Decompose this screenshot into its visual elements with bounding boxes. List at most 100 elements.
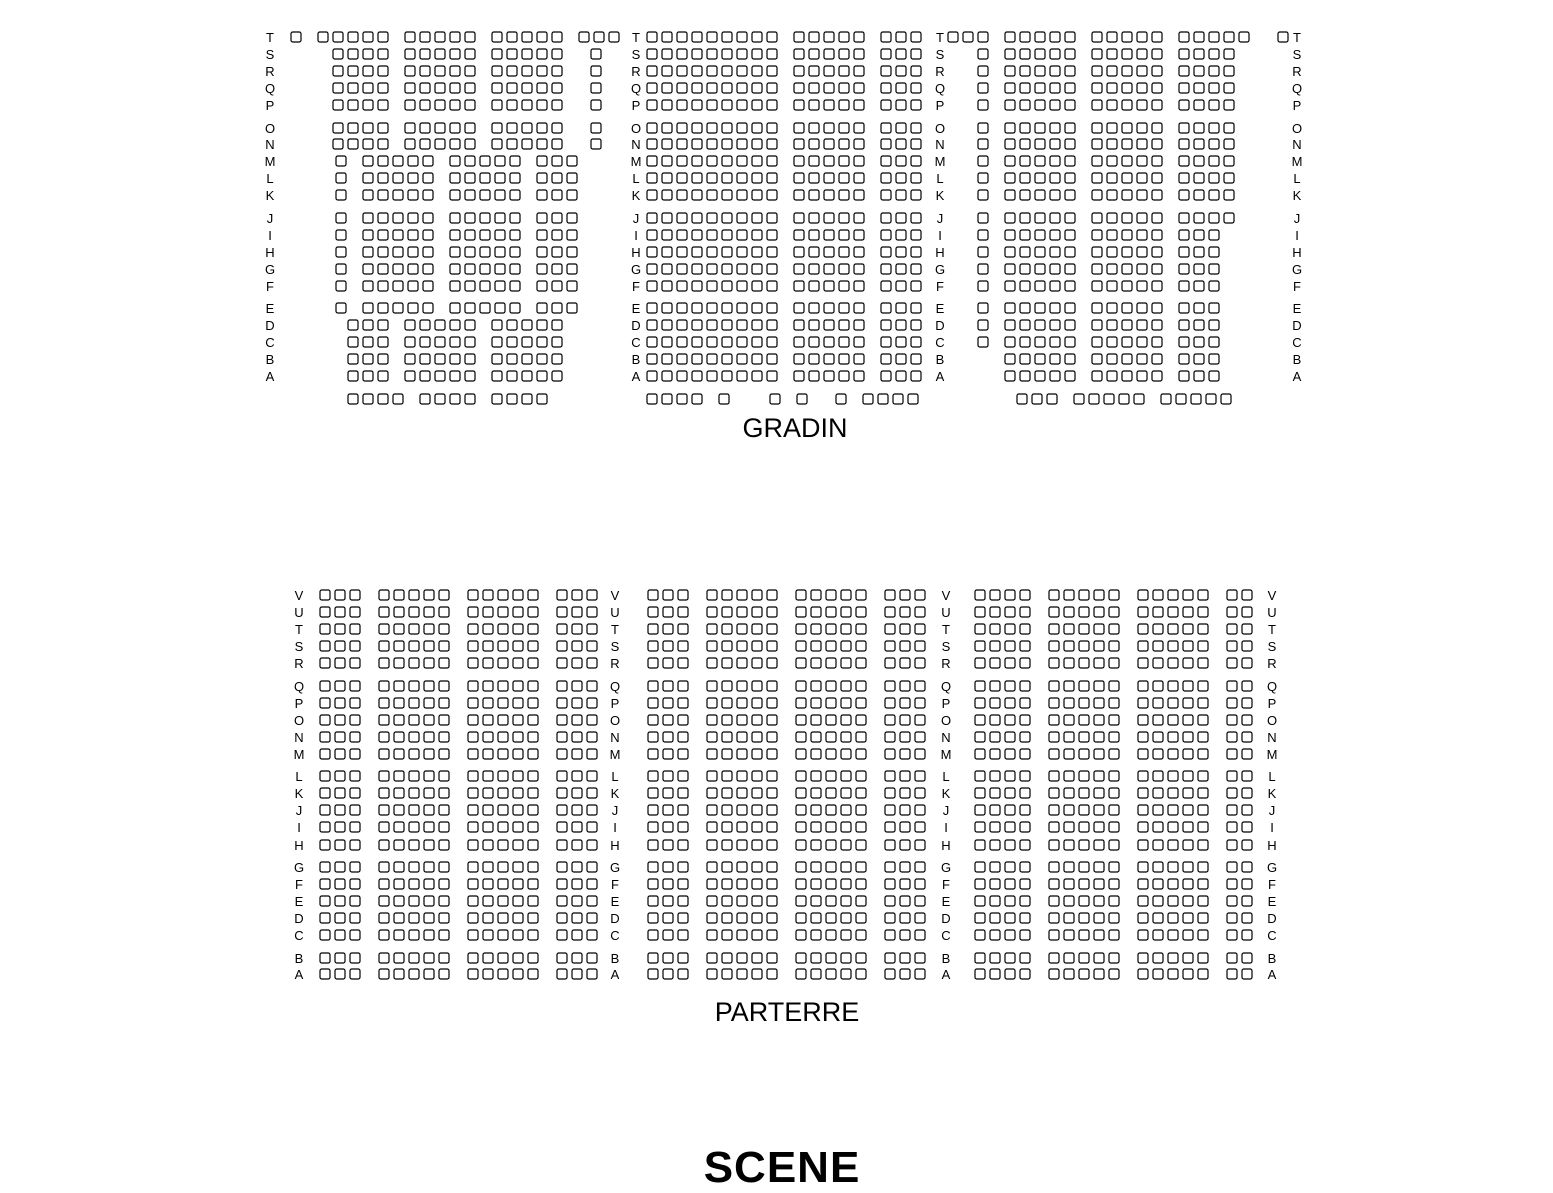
seat[interactable] [1078,821,1090,833]
seat[interactable] [838,353,850,365]
seat[interactable] [521,31,533,43]
seat[interactable] [1004,370,1016,382]
seat[interactable] [419,65,431,77]
seat[interactable] [766,336,778,348]
seat[interactable] [1137,929,1149,941]
seat[interactable] [1208,319,1220,331]
seat[interactable] [661,122,673,134]
seat[interactable] [751,302,763,314]
seat[interactable] [512,929,524,941]
seat[interactable] [884,821,896,833]
seat[interactable] [407,189,419,201]
seat[interactable] [1019,680,1031,692]
seat[interactable] [1151,65,1163,77]
seat[interactable] [1167,804,1179,816]
seat[interactable] [795,821,807,833]
seat[interactable] [677,821,689,833]
seat[interactable] [808,370,820,382]
seat[interactable] [855,731,867,743]
seat[interactable] [1197,839,1209,851]
seat[interactable] [706,189,718,201]
seat[interactable] [808,246,820,258]
seat[interactable] [422,280,434,292]
seat[interactable] [449,155,461,167]
seat[interactable] [449,280,461,292]
seat[interactable] [1019,714,1031,726]
seat[interactable] [721,731,733,743]
seat[interactable] [914,878,926,890]
seat[interactable] [334,697,346,709]
seat[interactable] [825,821,837,833]
seat[interactable] [1167,731,1179,743]
seat[interactable] [974,657,986,669]
seat[interactable] [662,680,674,692]
seat[interactable] [1121,246,1133,258]
seat[interactable] [1093,839,1105,851]
seat[interactable] [884,770,896,782]
seat[interactable] [793,212,805,224]
seat[interactable] [677,589,689,601]
seat[interactable] [895,246,907,258]
seat[interactable] [1167,640,1179,652]
seat[interactable] [751,606,763,618]
seat[interactable] [914,787,926,799]
seat[interactable] [423,912,435,924]
seat[interactable] [551,189,563,201]
seat[interactable] [1034,319,1046,331]
seat[interactable] [362,48,374,60]
seat[interactable] [706,336,718,348]
seat[interactable] [880,99,892,111]
seat[interactable] [1193,229,1205,241]
seat[interactable] [1226,912,1238,924]
seat[interactable] [910,65,922,77]
seat[interactable] [1019,952,1031,964]
seat[interactable] [840,640,852,652]
seat[interactable] [1220,393,1232,405]
seat[interactable] [1049,280,1061,292]
seat[interactable] [662,878,674,890]
seat[interactable] [1197,929,1209,941]
seat[interactable] [910,229,922,241]
seat[interactable] [1019,31,1031,43]
seat[interactable] [1049,229,1061,241]
seat[interactable] [438,748,450,760]
seat[interactable] [721,748,733,760]
seat[interactable] [1193,48,1205,60]
seat[interactable] [1049,82,1061,94]
seat[interactable] [1137,623,1149,635]
seat[interactable] [910,370,922,382]
seat[interactable] [1091,212,1103,224]
seat[interactable] [884,804,896,816]
seat[interactable] [880,246,892,258]
seat[interactable] [464,31,476,43]
seat[interactable] [1226,697,1238,709]
seat[interactable] [1197,623,1209,635]
seat[interactable] [349,952,361,964]
seat[interactable] [880,336,892,348]
seat[interactable] [1178,302,1190,314]
seat[interactable] [438,861,450,873]
seat[interactable] [838,246,850,258]
seat[interactable] [793,138,805,150]
seat[interactable] [977,82,989,94]
seat[interactable] [1182,589,1194,601]
seat[interactable] [1078,731,1090,743]
seat[interactable] [1004,697,1016,709]
seat[interactable] [1226,606,1238,618]
seat[interactable] [1121,155,1133,167]
seat[interactable] [467,839,479,851]
seat[interactable] [1152,861,1164,873]
seat[interactable] [691,172,703,184]
seat[interactable] [736,31,748,43]
seat[interactable] [661,319,673,331]
seat[interactable] [434,65,446,77]
seat[interactable] [766,895,778,907]
seat[interactable] [494,229,506,241]
seat[interactable] [1208,302,1220,314]
seat[interactable] [795,770,807,782]
seat[interactable] [1019,731,1031,743]
seat[interactable] [464,393,476,405]
seat[interactable] [586,714,598,726]
seat[interactable] [497,589,509,601]
seat[interactable] [1208,280,1220,292]
